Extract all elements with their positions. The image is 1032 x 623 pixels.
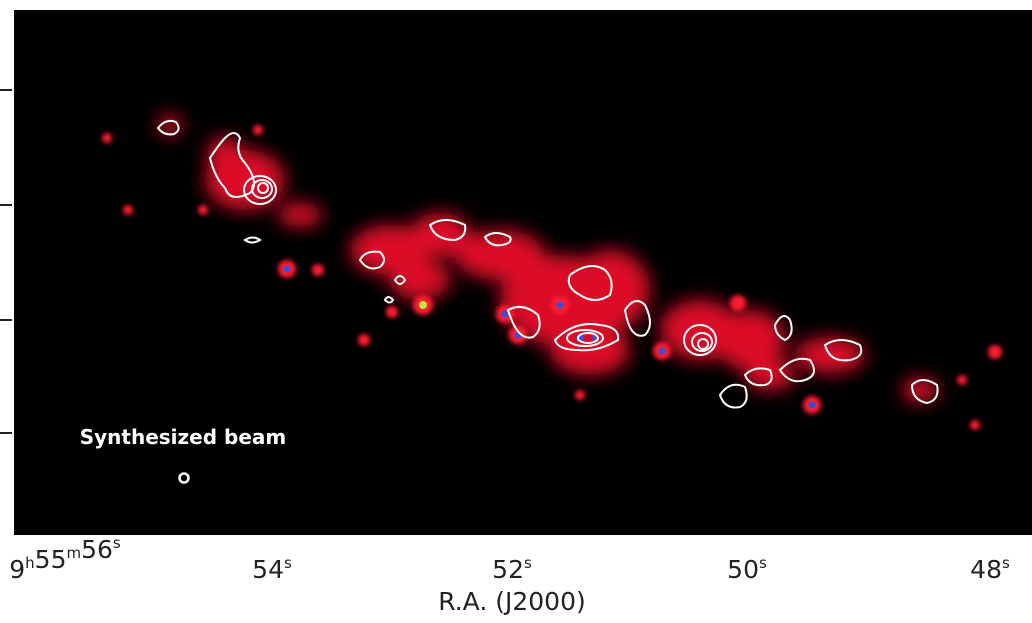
x-axis-label: R.A. (J2000) xyxy=(438,587,586,616)
tick-unit: s xyxy=(284,554,292,572)
x-tick-label: 9h55m56s xyxy=(9,534,121,584)
tick-number: 55 xyxy=(35,545,67,574)
beam xyxy=(178,472,190,484)
tick-number: 56 xyxy=(81,535,113,564)
x-tick-label: 50s xyxy=(727,554,767,584)
tick-unit: s xyxy=(524,554,532,572)
x-tick-label: 54s xyxy=(252,554,292,584)
x-tick-label: 52s xyxy=(492,554,532,584)
tick-unit: h xyxy=(25,554,35,572)
beam-label: Synthesized beam xyxy=(80,425,287,449)
tick-unit: s xyxy=(113,534,121,552)
tick-number: 50 xyxy=(727,555,759,584)
tick-number: 54 xyxy=(252,555,284,584)
tick-number: 9 xyxy=(9,555,25,584)
tick-unit: s xyxy=(759,554,767,572)
tick-number: 48 xyxy=(970,555,1002,584)
x-tick-label: 48s xyxy=(970,554,1010,584)
y-ticks xyxy=(0,89,12,434)
emission xyxy=(158,115,938,402)
tick-number: 52 xyxy=(492,555,524,584)
tick-unit: m xyxy=(66,544,81,562)
contours xyxy=(156,119,939,409)
tick-unit: s xyxy=(1002,554,1010,572)
